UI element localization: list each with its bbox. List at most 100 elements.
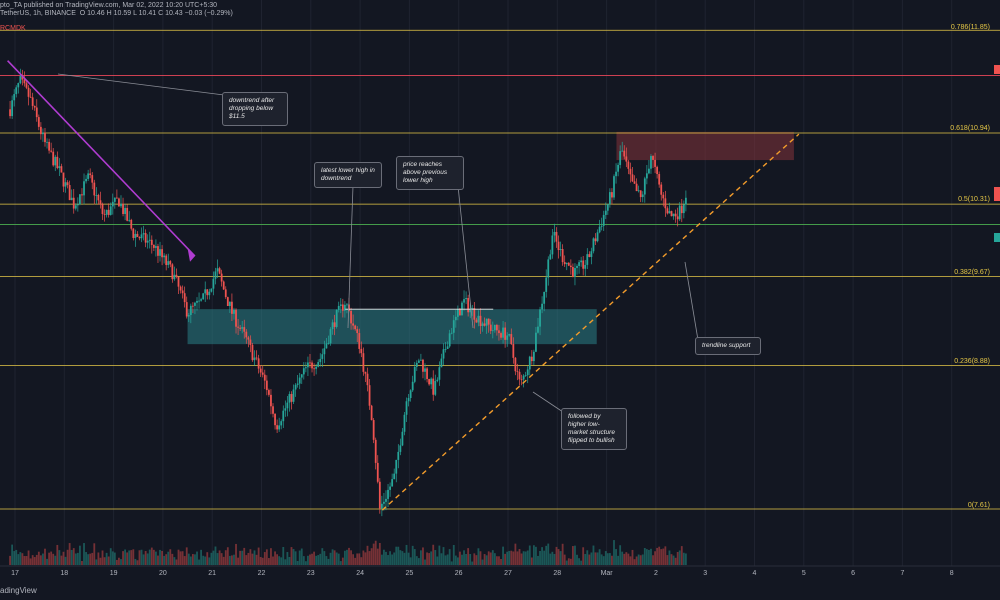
volume-bar: [504, 553, 507, 565]
volume-bar: [329, 552, 332, 565]
volume-bar: [124, 549, 127, 565]
candle-body: [9, 109, 11, 117]
candle-body: [37, 117, 40, 127]
candle-body: [17, 83, 20, 88]
volume-bar: [415, 556, 418, 565]
candle-body: [161, 249, 163, 258]
volume-bar: [68, 543, 71, 565]
candle-body: [522, 375, 525, 380]
volume-bar: [202, 555, 205, 565]
candle-body: [676, 216, 679, 220]
candle-body: [508, 334, 511, 336]
candle-body: [491, 330, 494, 332]
candle-body: [530, 356, 533, 362]
candle-body: [128, 219, 131, 221]
candle-body: [89, 173, 92, 176]
volume-bar: [393, 552, 396, 565]
candle-body: [259, 368, 262, 373]
candle-body: [682, 204, 685, 214]
volume-bar: [584, 554, 587, 565]
candle-body: [598, 226, 601, 233]
volume-bar: [537, 555, 539, 565]
volume-bar: [676, 551, 679, 565]
volume-bar: [561, 543, 564, 565]
volume-bar: [93, 543, 96, 565]
volume-bar: [413, 549, 416, 565]
candle-body: [469, 308, 472, 313]
candle-body: [627, 161, 630, 169]
candle-body: [485, 318, 488, 326]
volume-bar: [19, 552, 22, 565]
volume-bar: [179, 551, 182, 565]
candle-body: [518, 371, 521, 380]
candle-body: [19, 76, 22, 84]
volume-bar: [576, 554, 578, 565]
volume-bar: [350, 550, 352, 565]
candle-body: [535, 332, 537, 352]
volume-bar: [528, 545, 531, 565]
volume-bar: [23, 556, 26, 565]
candle-body: [272, 406, 274, 414]
volume-bar: [309, 554, 311, 565]
volume-bar: [360, 557, 363, 565]
volume-bar: [17, 554, 20, 565]
volume-bar: [152, 549, 155, 565]
volume-bar: [532, 545, 535, 565]
candle-body: [358, 333, 361, 349]
volume-bar: [541, 547, 543, 565]
candle-body: [159, 249, 161, 256]
pointer-price-reaches: [457, 185, 474, 329]
volume-bar: [348, 547, 350, 565]
candle-body: [25, 83, 28, 88]
volume-bar: [680, 546, 683, 565]
volume-bar: [226, 547, 229, 565]
x-tick-label: 20: [158, 570, 167, 577]
volume-bar: [138, 550, 141, 565]
x-tick-label: 25: [405, 570, 414, 577]
volume-bar: [122, 551, 124, 565]
candle-body: [658, 174, 661, 185]
note-price-reaches: price reaches above previous lower high: [396, 156, 464, 190]
volume-bar: [514, 543, 517, 565]
volume-bar: [251, 553, 254, 565]
volume-bar: [652, 555, 654, 565]
volume-bar: [146, 553, 149, 565]
candle-body: [680, 205, 683, 214]
candle-body: [72, 197, 75, 209]
candle-body: [76, 204, 79, 206]
candle-body: [483, 323, 486, 326]
pointer-higher-low: [532, 391, 564, 413]
candle-body: [239, 327, 242, 329]
volume-bar: [444, 555, 447, 565]
candle-body: [639, 190, 642, 198]
candle-body: [465, 298, 467, 300]
volume-bar: [380, 554, 383, 565]
candle-body: [532, 351, 535, 362]
volume-bar: [165, 554, 168, 565]
candle-body: [212, 278, 215, 289]
candle-body: [35, 107, 38, 118]
volume-bar: [276, 554, 279, 565]
candle-body: [46, 141, 48, 143]
volume-bar: [249, 549, 252, 565]
candle-body: [432, 378, 435, 395]
candle-body: [134, 233, 137, 238]
volume-bar: [606, 553, 609, 565]
volume-bar: [333, 550, 336, 565]
volume-bar: [79, 545, 81, 565]
candle-body: [103, 213, 106, 215]
volume-bar: [339, 561, 342, 565]
candle-body: [62, 172, 65, 187]
x-tick-label: 8: [949, 570, 954, 577]
candle-body: [296, 383, 299, 385]
candle-body: [337, 305, 340, 310]
volume-bar: [235, 543, 237, 565]
candle-body: [42, 132, 44, 135]
volume-bar: [161, 550, 163, 565]
candle-body: [130, 219, 133, 229]
candle-body: [572, 267, 574, 277]
candle-body: [602, 214, 605, 226]
candle-body: [341, 304, 344, 311]
volume-bar: [426, 552, 428, 565]
